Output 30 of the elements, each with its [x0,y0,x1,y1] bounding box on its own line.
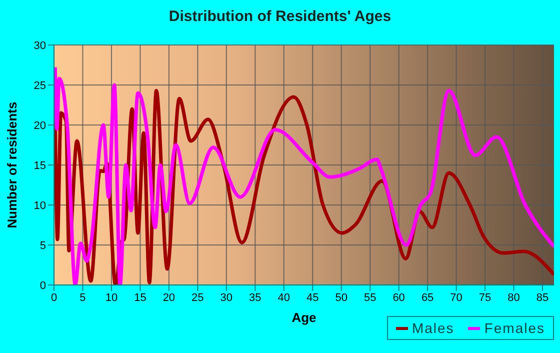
x-tick-label: 60 [392,292,405,304]
x-tick-label: 25 [192,292,204,304]
x-tick-label: 15 [134,292,146,304]
x-tick-label: 45 [306,292,319,304]
y-tick-label: 20 [34,120,46,132]
y-tick-label: 15 [34,160,46,172]
x-tick-label: 65 [421,292,434,304]
x-tick-label: 0 [50,292,58,304]
y-axis-title: Number of residents [4,102,20,228]
x-tick-label: 30 [220,292,233,304]
y-tick-label: 5 [40,240,46,252]
x-tick-label: 80 [508,292,520,304]
y-tick-label: 25 [34,80,46,92]
x-tick-label: 75 [478,292,492,304]
y-tick-label: 10 [34,200,46,212]
x-tick-label: 85 [536,292,549,304]
x-tick-label: 55 [364,292,376,304]
x-tick-label: 35 [249,292,262,304]
legend-label: Females [483,320,545,336]
x-tick-label: 20 [162,292,176,304]
chart-title: Distribution of Residents' Ages [168,8,392,25]
x-tick-label: 50 [335,292,348,304]
x-tick-label: 40 [278,292,290,304]
x-tick-label: 70 [450,292,462,304]
legend-label: Males [410,320,454,336]
x-tick-label: 10 [105,292,118,304]
y-tick-label: 30 [34,40,46,52]
x-tick-label: 5 [80,292,86,304]
x-axis-title: Age [292,310,316,325]
y-tick-label: 0 [40,280,46,292]
